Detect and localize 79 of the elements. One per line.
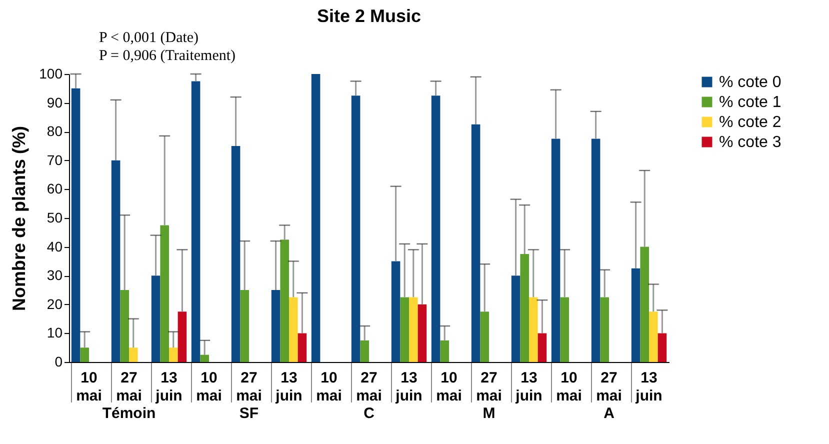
bar [191, 81, 200, 362]
y-tick-label: 10 [46, 324, 63, 341]
x-tick-label: 27 mai [596, 370, 622, 404]
bar [311, 74, 320, 362]
y-tick-label: 60 [46, 180, 63, 197]
bar [538, 333, 547, 362]
legend-label: % cote 0 [719, 74, 782, 91]
x-tick-label: 10 mai [316, 370, 342, 404]
bar [129, 348, 138, 362]
bar [529, 297, 538, 362]
bar [200, 354, 209, 362]
y-tick-label: 0 [54, 354, 63, 370]
bar [551, 138, 560, 362]
x-tick-label: 13 juin [634, 370, 662, 404]
bar [511, 276, 520, 362]
y-tick-label: 70 [46, 152, 63, 168]
text: M [482, 405, 496, 422]
bar [80, 348, 89, 362]
legend-label: % cote 3 [719, 134, 782, 151]
bar [360, 340, 369, 362]
bar [520, 254, 529, 362]
bar [280, 240, 289, 362]
bar [231, 146, 240, 362]
y-tick-label: 80 [46, 123, 63, 140]
y-tick-label: 90 [46, 94, 63, 110]
bar [298, 333, 307, 362]
legend-label: % cote 1 [719, 94, 782, 111]
text: Témoin [102, 405, 156, 422]
bar [560, 297, 569, 362]
legend-label: % cote 2 [719, 114, 782, 131]
x-tick-label: 13 juin [514, 370, 542, 404]
bar [391, 261, 400, 362]
bar [271, 290, 280, 362]
bar [178, 312, 187, 362]
text: P < 0,001 (Date) [99, 30, 199, 46]
y-tick-label: 20 [46, 296, 63, 312]
text: P = 0,906 (Traitement) [99, 48, 236, 64]
y-tick-label: 100 [39, 66, 63, 82]
bar [240, 290, 249, 362]
bar [640, 246, 649, 362]
bar [431, 96, 440, 362]
x-tick-label: 10 mai [76, 370, 102, 404]
bar [480, 312, 489, 362]
bar [289, 297, 298, 362]
x-tick-label: 13 juin [154, 370, 182, 404]
bar [471, 124, 480, 362]
bar [160, 225, 169, 362]
bar [111, 160, 120, 362]
bar [440, 340, 449, 362]
bar [409, 297, 418, 362]
bar [649, 312, 658, 362]
bar [658, 333, 667, 362]
text: C [364, 405, 375, 422]
bar [120, 290, 129, 362]
bar [591, 138, 600, 362]
y-tick-label: 30 [46, 267, 63, 284]
chart-title: Site 2 Music [316, 6, 422, 26]
bar [418, 304, 427, 362]
x-tick-label: 10 mai [436, 370, 462, 404]
y-axis-title: Nombre de plants (%) [9, 126, 30, 312]
text: SF [239, 405, 259, 422]
bar [600, 297, 609, 362]
x-tick-label: 13 juin [394, 370, 422, 404]
bar [169, 348, 178, 362]
x-tick-label: 27 mai [116, 370, 142, 404]
x-tick-label: 27 mai [476, 370, 502, 404]
x-tick-label: 27 mai [356, 370, 382, 404]
x-tick-label: 10 mai [196, 370, 222, 404]
bar [400, 297, 409, 362]
x-tick-label: 10 mai [556, 370, 582, 404]
x-tick-label: 13 juin [274, 370, 302, 404]
text: A [604, 405, 615, 422]
bar [71, 88, 80, 362]
x-tick-label: 27 mai [236, 370, 262, 404]
y-tick-label: 50 [46, 210, 63, 226]
bar [351, 96, 360, 362]
y-tick-label: 40 [46, 238, 63, 254]
bar [631, 268, 640, 362]
bar [151, 276, 160, 362]
